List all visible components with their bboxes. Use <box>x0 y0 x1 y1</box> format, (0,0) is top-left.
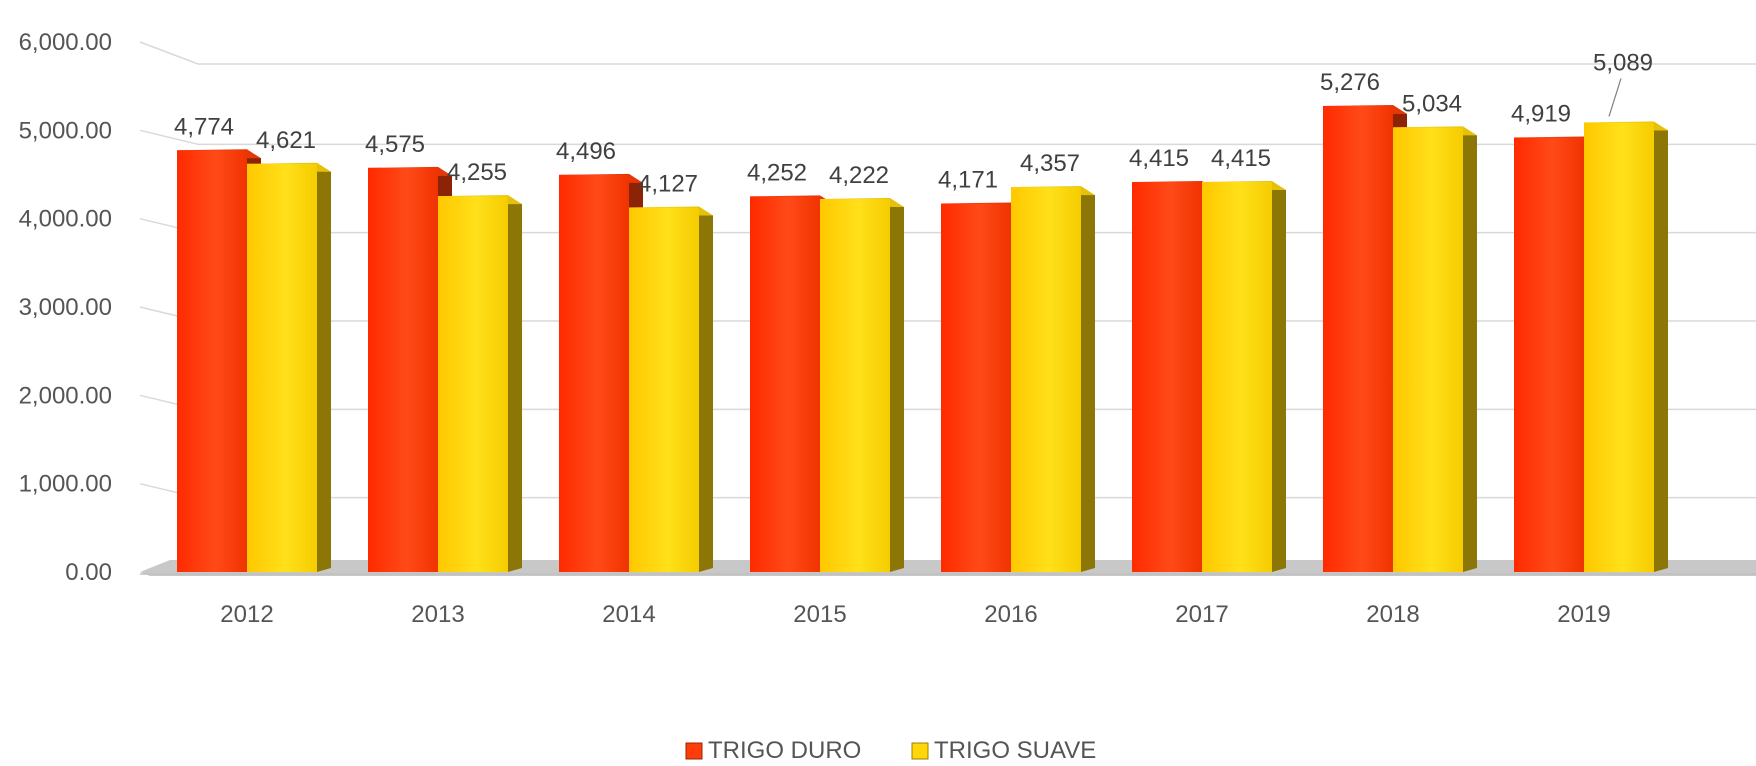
y-tick-label: 2,000.00 <box>19 382 112 409</box>
y-tick-label: 3,000.00 <box>19 294 112 321</box>
gridline <box>139 41 1756 65</box>
y-tick-label: 1,000.00 <box>19 471 112 498</box>
data-label: 5,034 <box>1402 90 1462 117</box>
bar-front <box>438 196 508 572</box>
bar <box>1011 186 1095 573</box>
legend-swatch <box>685 742 703 760</box>
bar-front <box>1323 105 1393 572</box>
x-tick-label: 2017 <box>1175 601 1228 628</box>
y-tick-label: 0.00 <box>65 559 112 586</box>
legend-label: TRIGO SUAVE <box>934 737 1096 764</box>
bar-front <box>1011 187 1081 573</box>
bar-side <box>699 207 713 572</box>
bar <box>438 195 522 572</box>
bar <box>1202 181 1286 572</box>
bar-front <box>1202 182 1272 572</box>
y-tick-label: 4,000.00 <box>19 206 112 233</box>
bar-side <box>317 163 331 573</box>
bar <box>1393 126 1477 572</box>
data-label: 4,496 <box>556 138 616 165</box>
data-label: 4,255 <box>447 159 507 186</box>
data-label: 4,415 <box>1211 145 1271 172</box>
data-labels: 4,774 4,621 4,575 4,255 4,496 4,127 4,252 4,222… <box>174 49 1653 197</box>
bar-front <box>368 167 438 572</box>
bar-front <box>750 196 820 572</box>
data-label: 4,357 <box>1020 150 1080 177</box>
y-tick-label: 5,000.00 <box>19 117 112 144</box>
gridline <box>139 129 1756 146</box>
legend-label: TRIGO DURO <box>708 737 861 764</box>
bar <box>820 198 904 572</box>
x-tick-label: 2016 <box>984 601 1037 628</box>
data-label: 4,171 <box>938 167 998 194</box>
bar <box>247 162 331 573</box>
data-label: 4,222 <box>829 162 889 189</box>
data-label: 4,252 <box>747 159 807 186</box>
bar-side <box>1081 187 1095 573</box>
bar-front <box>1514 137 1584 572</box>
data-label: 4,415 <box>1129 145 1189 172</box>
leader-line <box>1608 78 1622 117</box>
bar-front <box>941 203 1011 573</box>
bar-side <box>890 199 904 572</box>
legend-item: TRIGO SUAVE <box>911 737 1096 764</box>
bar-front <box>247 163 317 573</box>
bar-front <box>1393 127 1463 572</box>
data-label: 4,774 <box>174 113 234 140</box>
bar-side <box>1463 127 1477 572</box>
data-label: 4,919 <box>1511 100 1571 127</box>
legend: TRIGO DURO TRIGO SUAVE <box>685 737 1096 764</box>
data-label: 4,621 <box>256 127 316 154</box>
x-tick-label: 2012 <box>220 601 273 628</box>
legend-item: TRIGO DURO <box>685 737 861 764</box>
legend-swatch <box>911 742 929 760</box>
bar-side <box>1654 122 1668 572</box>
bar-side <box>1272 182 1286 572</box>
axes: 0.00 1,000.00 2,000.00 3,000.00 4,000.00 5,00… <box>19 29 1611 628</box>
bar-side <box>508 196 522 572</box>
x-tick-label: 2015 <box>793 601 846 628</box>
bar <box>629 206 713 572</box>
x-tick-label: 2018 <box>1366 601 1419 628</box>
bar-front <box>1132 182 1202 572</box>
data-label: 4,575 <box>365 131 425 158</box>
bar-front <box>559 174 629 572</box>
bar-front <box>177 150 247 572</box>
data-label: 5,089 <box>1593 49 1653 76</box>
bars <box>177 104 1668 573</box>
x-tick-label: 2013 <box>411 601 464 628</box>
y-tick-label: 6,000.00 <box>19 29 112 56</box>
x-tick-label: 2014 <box>602 601 655 628</box>
data-label: 5,276 <box>1320 69 1380 96</box>
bar-front <box>1584 122 1654 572</box>
bar <box>1584 121 1668 572</box>
bar-front <box>629 207 699 572</box>
x-tick-label: 2019 <box>1557 601 1610 628</box>
bar-front <box>820 199 890 572</box>
data-label: 4,127 <box>638 170 698 197</box>
